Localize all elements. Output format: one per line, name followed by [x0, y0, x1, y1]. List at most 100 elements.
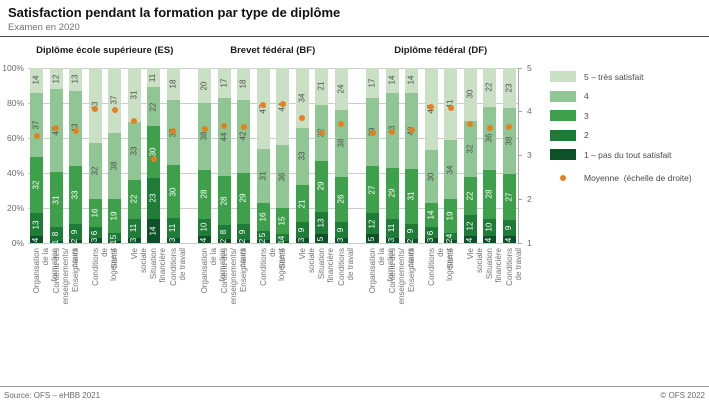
- bar-segment: 12: [463, 215, 477, 236]
- bar-stack: 14 37 32 13 4: [30, 68, 43, 243]
- bar-segment: 2: [405, 239, 418, 243]
- bar-segment-value: 3: [335, 238, 345, 243]
- bar: 37 38 19 5 1 Santé: [108, 68, 121, 269]
- mean-dot: [170, 127, 176, 134]
- bar-stack: 144329113: [385, 68, 399, 243]
- bar-segment: 14: [405, 68, 418, 93]
- bar-segment: 3: [127, 237, 141, 243]
- bar-segment-value: 9: [503, 226, 513, 231]
- category-label: Vie sociale: [129, 248, 148, 273]
- bar-segment: 14: [424, 202, 438, 228]
- y-axis-label: 40%: [6, 167, 24, 178]
- bar-stack: 17 44 28 8 2: [217, 68, 231, 243]
- bar-segment: 14: [385, 68, 399, 93]
- bar-segment: 19: [444, 199, 457, 233]
- footer-rule: [0, 386, 709, 387]
- mean-dot: [318, 130, 325, 137]
- bar: 34 33 21 9 3 Vie sociale: [295, 68, 316, 273]
- bar-segment: 3: [295, 237, 309, 243]
- bar-segment: 38: [502, 107, 516, 174]
- bar-segment: 5: [315, 234, 328, 243]
- bar: 11 22 30 23 14 Situation financière: [147, 68, 167, 283]
- gridline: [28, 243, 518, 244]
- bar-segment: 29: [315, 160, 328, 212]
- group-header: Brevet fédéral (BF): [230, 45, 316, 56]
- bar-segment-value: 8: [50, 231, 60, 237]
- bar-segment: 33: [127, 122, 141, 180]
- bar-stack: 213229135: [315, 68, 328, 243]
- bar-segment: 4: [276, 234, 289, 242]
- mean-dot: [260, 102, 266, 109]
- bar-segment: 31: [49, 172, 63, 228]
- bar-segment: 16: [88, 199, 102, 228]
- bar-segment: 3: [385, 237, 399, 243]
- bar-segment: 44: [217, 98, 231, 176]
- bar-segment-value: 6: [89, 230, 99, 235]
- bar-segment: 2: [256, 239, 270, 244]
- bar-segment: 32: [30, 157, 43, 214]
- legend-label: 4: [584, 91, 589, 101]
- bar-segment-value: 42: [238, 131, 248, 141]
- bar-stack: 20 38 28 10 4: [198, 68, 211, 243]
- legend-swatch: [550, 129, 576, 141]
- bar-segment: 8: [217, 225, 231, 240]
- bar-segment: 4: [30, 236, 43, 243]
- bar-segment: 38: [334, 110, 348, 177]
- bar-segment: 4: [502, 236, 516, 243]
- group-header: Diplôme école supérieure (ES): [36, 45, 174, 56]
- y-axis-label: 80%: [6, 97, 24, 108]
- bar-segment: 20: [198, 68, 211, 103]
- bar-segment-value: 3: [89, 238, 99, 243]
- bar-stack: 24 38 26 9 3: [334, 68, 348, 243]
- mean-dot: [506, 123, 512, 130]
- bar-segment-value: 17: [367, 78, 377, 88]
- bar-segment: 11: [385, 218, 399, 238]
- bar-segment: 12: [366, 213, 379, 235]
- bar-segment-value: 21: [316, 81, 326, 91]
- bar-segment-value: 29: [387, 188, 396, 198]
- bar-segment-value: 13: [316, 218, 326, 228]
- bar-segment-value: 22: [148, 102, 158, 111]
- bar-segment-value: 4: [503, 237, 513, 242]
- legend-swatch: [550, 71, 576, 82]
- bar-segment: 3: [166, 237, 180, 243]
- bar-segment: 9: [405, 223, 418, 240]
- plot-area: 0% 20% 40% 60% 80% 100% 1 2 3 4 5 Diplôme école sup…: [2, 45, 531, 304]
- mean-dot: [279, 100, 286, 107]
- category-label: Conditions de travail: [168, 248, 187, 286]
- bar-segment-value: 9: [335, 227, 345, 233]
- bar-segment: 21: [295, 185, 309, 222]
- bar-segment-value: 13: [70, 74, 80, 84]
- bar-segment-value: 2: [70, 239, 80, 244]
- bar-segment-value: 19: [445, 211, 455, 221]
- bar-segment-value: 11: [129, 223, 138, 233]
- bar: 43321663Conditions de logement: [88, 68, 118, 286]
- mean-dot: [131, 118, 137, 125]
- mean-dot: [201, 126, 208, 133]
- legend-label: 1 – pas du tout satisfait: [584, 149, 672, 160]
- bar-segment: 27: [366, 166, 379, 214]
- bar-segment-value: 30: [426, 172, 435, 181]
- bar-segment: 5: [366, 234, 379, 243]
- bar-segment: 38: [198, 103, 211, 170]
- bar-segment-value: 31: [406, 191, 416, 201]
- bar-segment: 4: [198, 236, 211, 243]
- bar-stack: 12473181: [49, 68, 63, 244]
- legend-label: 5 – très satisfait: [584, 71, 644, 82]
- bar-segment-value: 37: [31, 120, 41, 130]
- bar-stack: 11 22 30 23 14: [147, 68, 160, 243]
- bar-segment: 21: [315, 68, 328, 105]
- bar-segment: 42: [237, 99, 250, 173]
- category-label: Santé: [278, 248, 287, 269]
- right-axis-label: 1: [527, 237, 532, 248]
- bar-segment-value: 36: [484, 133, 494, 143]
- bar: 20 38 28 10 4 Organisation de la formation: [198, 68, 227, 293]
- gridline: [28, 138, 518, 139]
- bar-segment-value: 2: [257, 239, 267, 244]
- bar-segment-value: 31: [258, 171, 267, 181]
- bar-group: 20 38 28 10 4 Organisation de la formation 17 4…: [198, 68, 355, 304]
- y-axis-label: 20%: [6, 202, 24, 213]
- bar-segment: 28: [483, 169, 496, 219]
- legend-swatch: [550, 90, 576, 102]
- legend-item: 3: [550, 110, 692, 121]
